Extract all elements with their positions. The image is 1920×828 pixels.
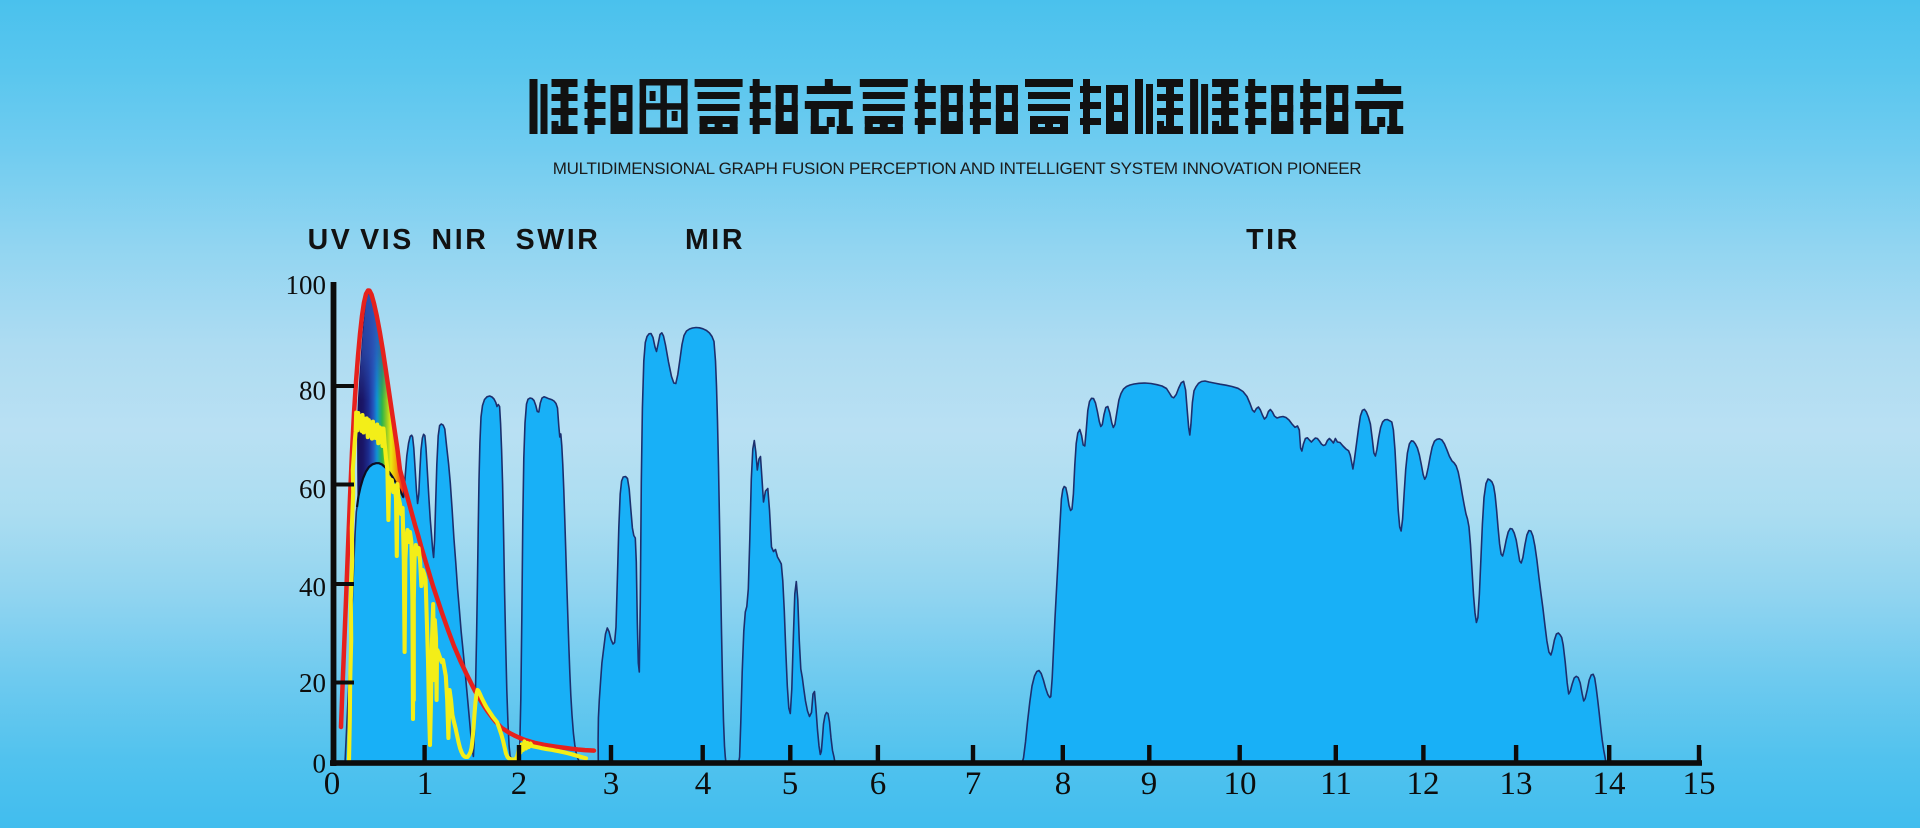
svg-text:60: 60 [299, 474, 326, 504]
svg-text:6: 6 [870, 766, 887, 802]
svg-text:MIR: MIR [685, 224, 745, 256]
svg-text:40: 40 [299, 572, 326, 602]
svg-text:3: 3 [603, 766, 620, 802]
svg-text:4: 4 [695, 766, 712, 802]
svg-text:15: 15 [1683, 766, 1716, 802]
svg-text:1: 1 [417, 766, 434, 802]
svg-text:UV: UV [308, 224, 353, 256]
svg-text:0: 0 [324, 766, 341, 802]
svg-text:10: 10 [1224, 766, 1257, 802]
svg-text:9: 9 [1141, 766, 1158, 802]
svg-text:SWIR: SWIR [516, 224, 601, 256]
svg-text:NIR: NIR [432, 224, 489, 256]
svg-text:11: 11 [1320, 766, 1352, 802]
svg-text:20: 20 [299, 668, 326, 698]
svg-text:14: 14 [1593, 766, 1626, 802]
svg-text:80: 80 [299, 376, 326, 406]
svg-text:2: 2 [511, 766, 528, 802]
svg-text:13: 13 [1500, 766, 1533, 802]
svg-text:8: 8 [1055, 766, 1072, 802]
svg-text:5: 5 [782, 766, 799, 802]
svg-text:100: 100 [286, 270, 327, 300]
svg-text:0: 0 [313, 749, 327, 779]
svg-text:VIS: VIS [360, 224, 414, 256]
svg-text:TIR: TIR [1246, 224, 1300, 256]
svg-text:7: 7 [965, 766, 982, 802]
svg-text:MULTIDIMENSIONAL GRAPH FUSION: MULTIDIMENSIONAL GRAPH FUSION PERCEPTION… [553, 159, 1362, 178]
svg-text:12: 12 [1407, 766, 1440, 802]
